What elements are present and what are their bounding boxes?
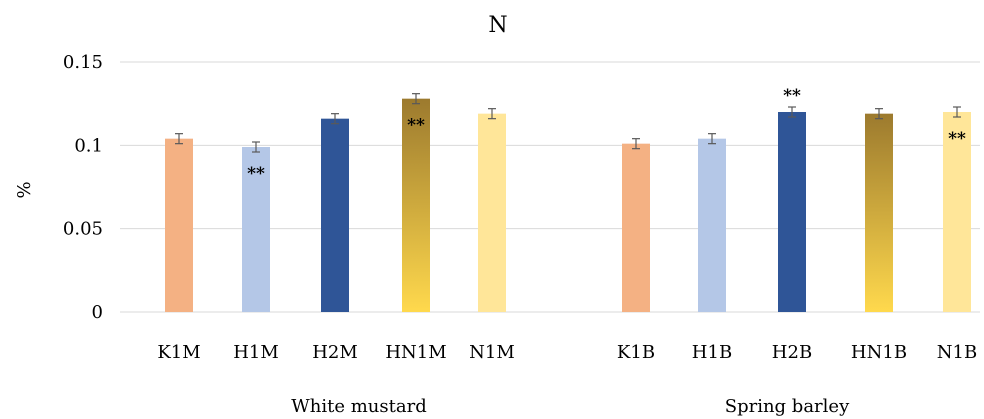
group-label: Spring barley <box>725 396 850 417</box>
bar-h2m <box>321 118 349 313</box>
significance-label: ** <box>407 116 425 136</box>
x-tick-label: K1M <box>157 342 200 363</box>
y-tick-label: 0.05 <box>63 219 103 240</box>
y-tick-label: 0 <box>92 302 103 323</box>
x-tick-label: H2B <box>772 342 812 363</box>
x-tick-label: N1M <box>469 342 515 363</box>
group-label: White mustard <box>291 396 426 417</box>
bar-n1b <box>943 112 971 312</box>
bar-hn1b <box>865 113 893 313</box>
chart-title: N <box>488 13 507 38</box>
x-tick-label: N1B <box>937 342 977 363</box>
x-tick-label: H1B <box>692 342 732 363</box>
group-labels: White mustard Spring barley <box>291 396 850 417</box>
significance-labels: ** ** ** ** <box>247 86 966 184</box>
y-axis-ticks: 0 0.05 0.1 0.15 <box>63 52 103 323</box>
significance-label: ** <box>247 164 265 184</box>
bar-hn1m <box>402 98 430 313</box>
x-tick-label: K1B <box>617 342 655 363</box>
x-tick-label: H1M <box>233 342 279 363</box>
bar-n1m <box>478 113 506 313</box>
bars <box>165 98 971 313</box>
significance-label: ** <box>783 86 801 106</box>
bar-h1m <box>242 147 270 312</box>
x-axis-labels: K1M H1M H2M HN1M N1M K1B H1B H2B HN1B N1B <box>157 342 977 363</box>
bar-k1b <box>622 143 650 312</box>
bar-k1m <box>165 138 193 312</box>
y-tick-label: 0.15 <box>63 52 103 73</box>
significance-label: ** <box>948 129 966 149</box>
x-tick-label: HN1B <box>851 342 907 363</box>
x-tick-label: H2M <box>312 342 358 363</box>
bar-h1b <box>698 138 726 312</box>
x-tick-label: HN1M <box>385 342 446 363</box>
error-bars <box>175 93 961 153</box>
bar-h2b <box>778 112 806 312</box>
y-axis-label: % <box>14 181 35 198</box>
y-tick-label: 0.1 <box>74 135 103 156</box>
